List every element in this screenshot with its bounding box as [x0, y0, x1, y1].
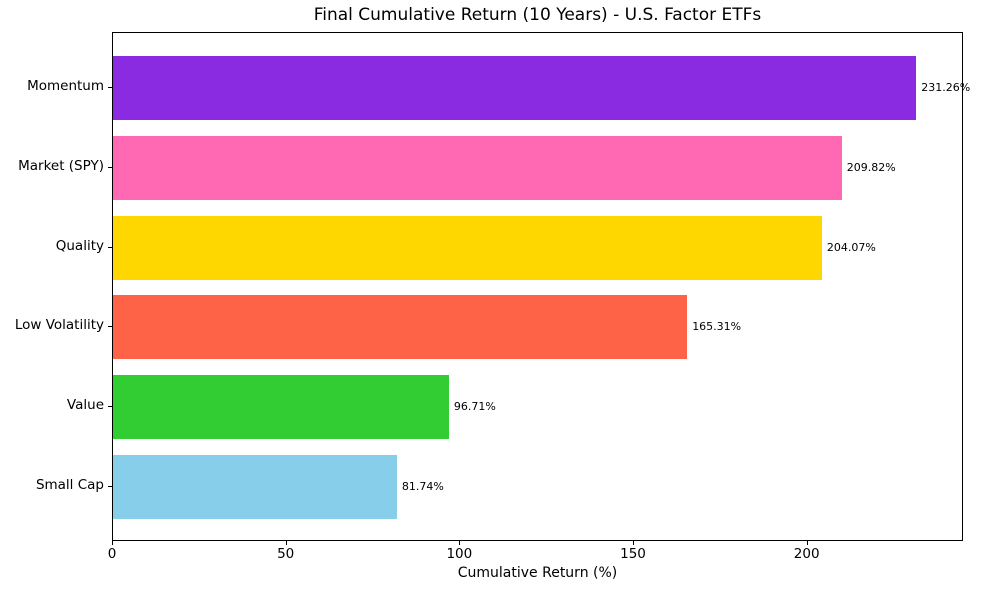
x-axis-label: Cumulative Return (%): [457, 565, 618, 581]
x-tick-mark: [459, 541, 461, 545]
bar-momentum: [113, 56, 917, 120]
x-tick-label: 0: [107, 546, 117, 562]
x-tick-label: 200: [793, 546, 820, 562]
chart-title: Final Cumulative Return (10 Years) - U.S…: [313, 5, 762, 25]
bar-value-label: 209.82%: [846, 160, 896, 174]
bar-small-cap: [113, 455, 397, 519]
category-label: Low Volatility: [14, 317, 104, 334]
category-label: Small Cap: [35, 476, 104, 493]
x-tick-mark: [112, 541, 113, 545]
y-tick-mark: [108, 87, 112, 89]
y-tick-mark: [108, 406, 112, 408]
bar-value-label: 165.31%: [692, 320, 742, 334]
category-label: Market (SPY): [18, 157, 104, 174]
y-tick-mark: [108, 166, 112, 168]
category-label: Quality: [55, 237, 104, 254]
y-tick-mark: [108, 326, 112, 328]
x-tick-mark: [806, 541, 808, 545]
bar-value-label: 96.71%: [453, 400, 496, 414]
bar-value: [113, 375, 449, 440]
bar-quality: [113, 215, 822, 280]
y-tick-mark: [108, 485, 112, 487]
x-tick-label: 50: [277, 546, 295, 562]
x-tick-mark: [633, 541, 635, 545]
bar-low-volatility: [113, 295, 688, 360]
x-tick-label: 100: [446, 546, 473, 562]
plot-area: [112, 32, 963, 541]
category-label: Value: [66, 397, 104, 414]
bar-value-label: 231.26%: [921, 81, 971, 95]
x-tick-mark: [285, 541, 287, 545]
bar-value-label: 81.74%: [401, 479, 444, 493]
x-tick-label: 150: [620, 546, 646, 562]
bar-value-label: 204.07%: [826, 240, 876, 254]
category-label: Momentum: [27, 78, 104, 95]
y-tick-mark: [108, 246, 112, 248]
bar-market-spy: [113, 135, 842, 200]
